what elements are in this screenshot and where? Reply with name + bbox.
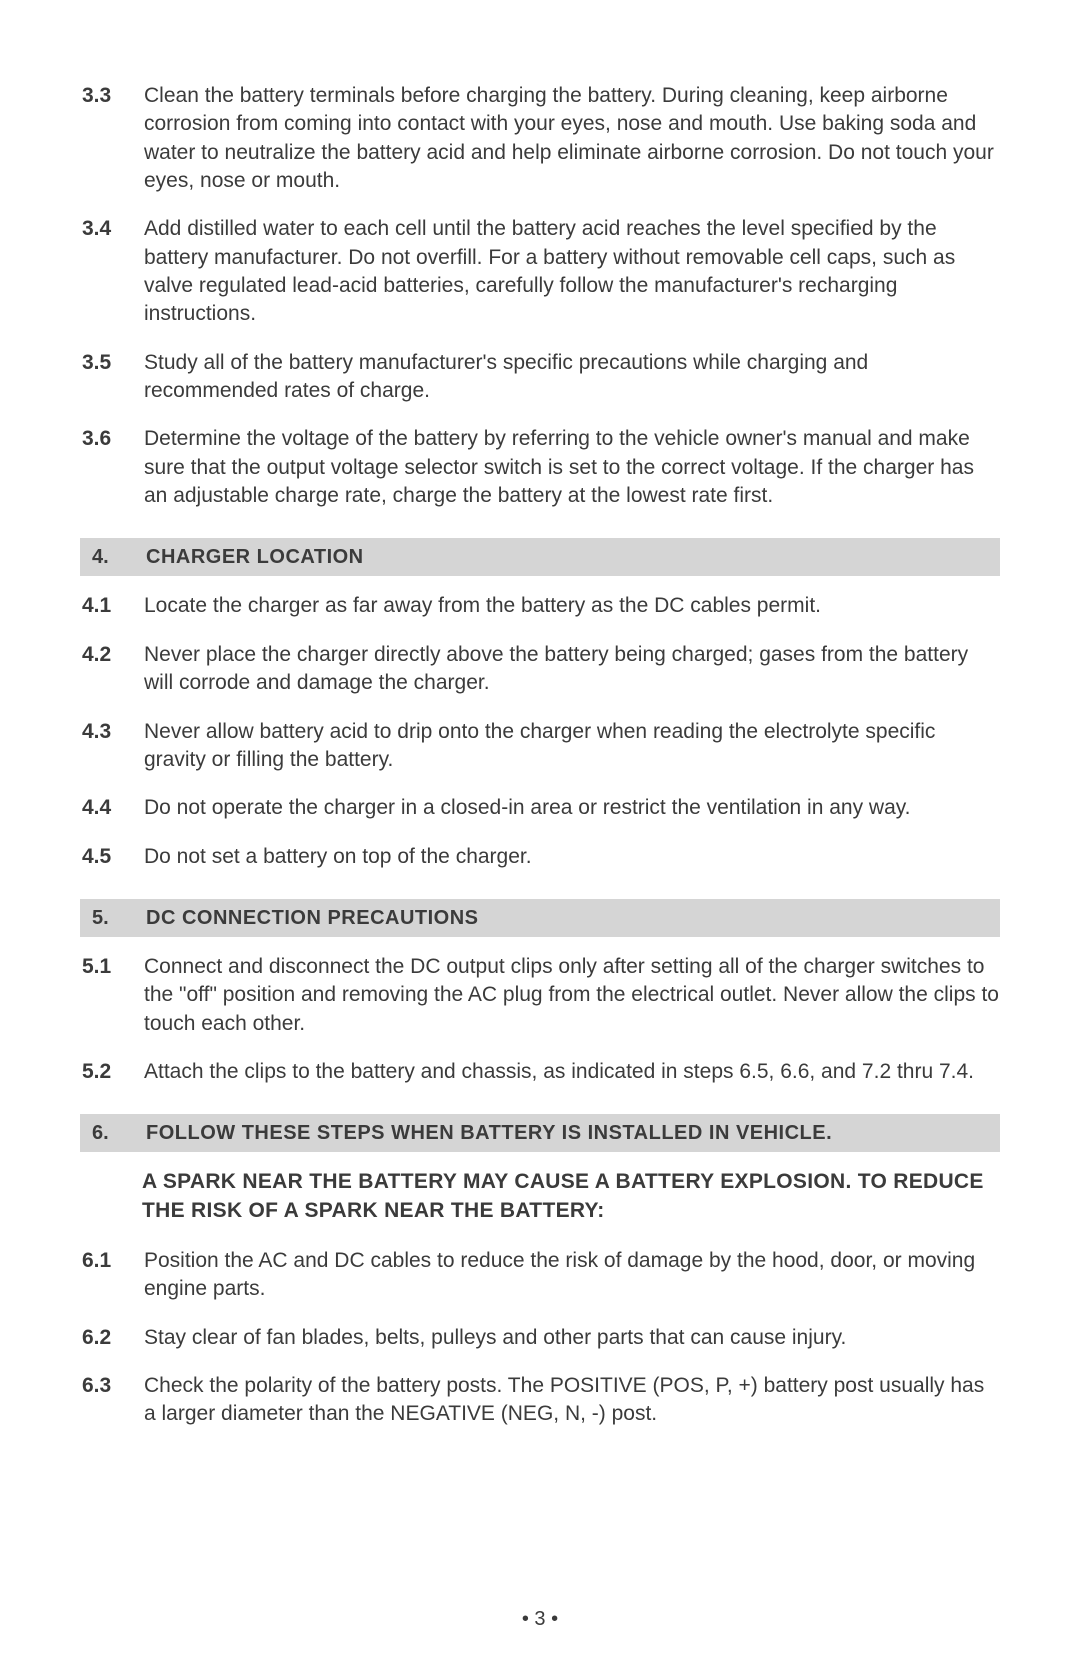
- item-number: 5.2: [80, 1058, 144, 1086]
- item-number: 6.1: [80, 1247, 144, 1275]
- section-number: 4.: [90, 544, 146, 570]
- list-item: 6.2 Stay clear of fan blades, belts, pul…: [80, 1324, 1000, 1352]
- list-item: 4.3 Never allow battery acid to drip ont…: [80, 718, 1000, 775]
- list-item: 6.1 Position the AC and DC cables to red…: [80, 1247, 1000, 1304]
- item-text: Do not set a battery on top of the charg…: [144, 843, 1000, 871]
- warning-text: A SPARK NEAR THE BATTERY MAY CAUSE A BAT…: [80, 1168, 1000, 1225]
- item-number: 4.1: [80, 592, 144, 620]
- item-text: Stay clear of fan blades, belts, pulleys…: [144, 1324, 1000, 1352]
- item-text: Do not operate the charger in a closed-i…: [144, 794, 1000, 822]
- list-item: 3.6 Determine the voltage of the battery…: [80, 425, 1000, 510]
- item-text: Attach the clips to the battery and chas…: [144, 1058, 1000, 1086]
- item-text: Study all of the battery manufacturer's …: [144, 349, 1000, 406]
- item-number: 4.4: [80, 794, 144, 822]
- item-number: 4.2: [80, 641, 144, 669]
- item-number: 3.5: [80, 349, 144, 377]
- list-item: 4.2 Never place the charger directly abo…: [80, 641, 1000, 698]
- section-header-5: 5. DC CONNECTION PRECAUTIONS: [80, 899, 1000, 937]
- item-text: Determine the voltage of the battery by …: [144, 425, 1000, 510]
- list-item: 4.5 Do not set a battery on top of the c…: [80, 843, 1000, 871]
- list-item: 3.3 Clean the battery terminals before c…: [80, 82, 1000, 195]
- section-header-4: 4. CHARGER LOCATION: [80, 538, 1000, 576]
- item-text: Add distilled water to each cell until t…: [144, 215, 1000, 328]
- item-number: 4.3: [80, 718, 144, 746]
- item-text: Never allow battery acid to drip onto th…: [144, 718, 1000, 775]
- list-item: 6.3 Check the polarity of the battery po…: [80, 1372, 1000, 1429]
- item-number: 3.6: [80, 425, 144, 453]
- item-text: Position the AC and DC cables to reduce …: [144, 1247, 1000, 1304]
- list-item: 5.1 Connect and disconnect the DC output…: [80, 953, 1000, 1038]
- item-number: 6.2: [80, 1324, 144, 1352]
- page-number: • 3 •: [0, 1608, 1080, 1631]
- section-title: FOLLOW THESE STEPS WHEN BATTERY IS INSTA…: [146, 1120, 990, 1146]
- item-text: Clean the battery terminals before charg…: [144, 82, 1000, 195]
- item-number: 3.4: [80, 215, 144, 243]
- manual-page: 3.3 Clean the battery terminals before c…: [0, 0, 1080, 1669]
- section-number: 5.: [90, 905, 146, 931]
- section-title: CHARGER LOCATION: [146, 544, 990, 570]
- item-number: 5.1: [80, 953, 144, 981]
- section-header-6: 6. FOLLOW THESE STEPS WHEN BATTERY IS IN…: [80, 1114, 1000, 1152]
- list-item: 5.2 Attach the clips to the battery and …: [80, 1058, 1000, 1086]
- section-title: DC CONNECTION PRECAUTIONS: [146, 905, 990, 931]
- item-number: 4.5: [80, 843, 144, 871]
- spacer: [80, 1168, 142, 1225]
- item-text: Connect and disconnect the DC output cli…: [144, 953, 1000, 1038]
- warning-content: A SPARK NEAR THE BATTERY MAY CAUSE A BAT…: [142, 1168, 1000, 1225]
- item-text: Check the polarity of the battery posts.…: [144, 1372, 1000, 1429]
- list-item: 3.4 Add distilled water to each cell unt…: [80, 215, 1000, 328]
- item-text: Never place the charger directly above t…: [144, 641, 1000, 698]
- list-item: 4.1 Locate the charger as far away from …: [80, 592, 1000, 620]
- list-item: 3.5 Study all of the battery manufacture…: [80, 349, 1000, 406]
- item-number: 3.3: [80, 82, 144, 110]
- item-text: Locate the charger as far away from the …: [144, 592, 1000, 620]
- section-number: 6.: [90, 1120, 146, 1146]
- item-number: 6.3: [80, 1372, 144, 1400]
- list-item: 4.4 Do not operate the charger in a clos…: [80, 794, 1000, 822]
